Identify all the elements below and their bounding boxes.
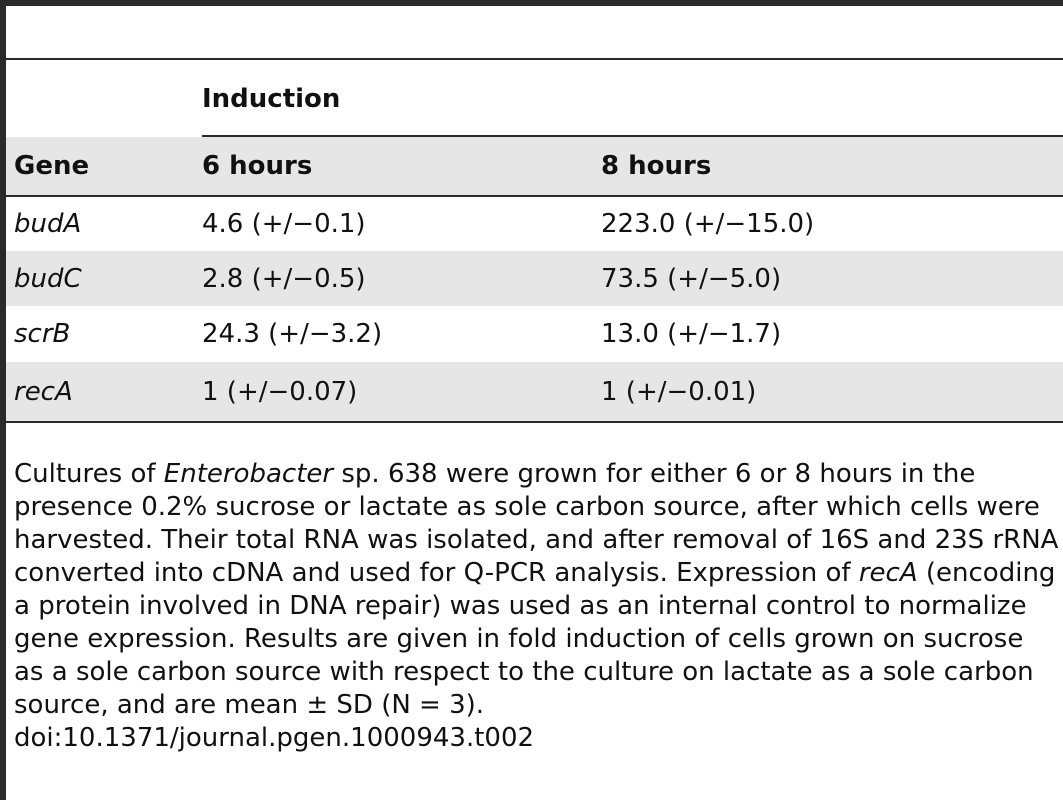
table-bottom-rule: [6, 421, 1063, 423]
value-6h-cell: 1 (+/−0.07): [202, 376, 358, 407]
gene-cell: budA: [14, 209, 82, 239]
table-top-spacer: [6, 6, 1063, 58]
column-header-row: Gene 6 hours 8 hours: [6, 137, 1063, 195]
gene-cell: scrB: [14, 319, 71, 349]
footnote-text: Cultures of Enterobacter sp. 638 were gr…: [14, 459, 1059, 720]
doi-text: doi:10.1371/journal.pgen.1000943.t002: [14, 723, 535, 753]
table-row: scrB 24.3 (+/−3.2) 13.0 (+/−1.7): [6, 306, 1063, 362]
value-6h-cell: 4.6 (+/−0.1): [202, 209, 366, 239]
table-row: recA 1 (+/−0.07) 1 (+/−0.01): [6, 362, 1063, 421]
gene-name: recA: [858, 558, 918, 588]
value-8h-cell: 73.5 (+/−5.0): [601, 263, 782, 294]
value-8h-cell: 223.0 (+/−15.0): [601, 209, 815, 239]
header-rule: [6, 195, 1063, 197]
data-table: Induction Gene 6 hours 8 hours budA 4.6 …: [6, 6, 1063, 423]
group-header-row: Induction: [6, 60, 1063, 137]
gene-cell: recA: [14, 376, 73, 407]
table-footnote: Cultures of Enterobacter sp. 638 were gr…: [14, 458, 1059, 755]
value-8h-cell: 1 (+/−0.01): [601, 376, 757, 407]
value-6h-cell: 24.3 (+/−3.2): [202, 319, 383, 349]
table-top-rule: [6, 58, 1063, 60]
value-8h-cell: 13.0 (+/−1.7): [601, 319, 782, 349]
table-row: budC 2.8 (+/−0.5) 73.5 (+/−5.0): [6, 251, 1063, 306]
gene-cell: budC: [14, 263, 82, 294]
top-border: [0, 0, 1063, 6]
organism-name: Enterobacter: [163, 459, 334, 489]
column-header-gene: Gene: [14, 151, 90, 181]
induction-rule: [202, 135, 1063, 137]
table-row: budA 4.6 (+/−0.1) 223.0 (+/−15.0): [6, 197, 1063, 251]
column-header-8-hours: 8 hours: [601, 151, 712, 181]
left-border: [0, 0, 6, 800]
induction-header: Induction: [202, 83, 341, 114]
column-header-6-hours: 6 hours: [202, 151, 313, 181]
value-6h-cell: 2.8 (+/−0.5): [202, 263, 366, 294]
